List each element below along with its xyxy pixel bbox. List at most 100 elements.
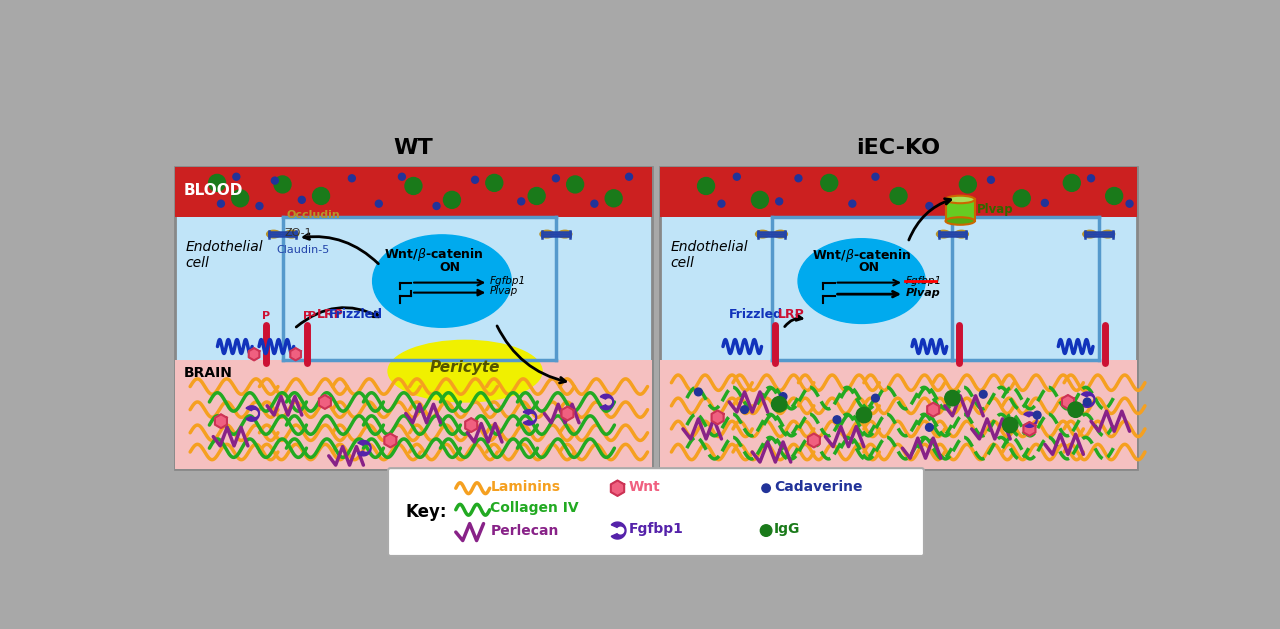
Text: Wnt: Wnt (628, 480, 660, 494)
Ellipse shape (872, 173, 879, 180)
Ellipse shape (372, 235, 511, 327)
Text: Plvap: Plvap (490, 286, 518, 296)
Ellipse shape (755, 230, 769, 238)
Text: Fgfbp1: Fgfbp1 (905, 276, 942, 286)
Ellipse shape (443, 191, 461, 208)
Ellipse shape (1106, 187, 1123, 204)
FancyBboxPatch shape (388, 468, 924, 556)
Polygon shape (1024, 412, 1037, 427)
Polygon shape (246, 406, 260, 421)
Ellipse shape (567, 176, 584, 193)
Ellipse shape (760, 525, 772, 537)
Ellipse shape (605, 190, 622, 207)
Text: ON: ON (439, 260, 460, 274)
Ellipse shape (209, 174, 225, 191)
Ellipse shape (404, 177, 422, 194)
Ellipse shape (1002, 418, 1018, 433)
Bar (175, 167, 652, 469)
Ellipse shape (979, 391, 987, 398)
Text: LRP: LRP (778, 308, 804, 321)
Ellipse shape (232, 190, 248, 207)
Bar (660, 167, 1137, 217)
Ellipse shape (1088, 175, 1094, 182)
Ellipse shape (540, 230, 554, 238)
Ellipse shape (820, 174, 837, 191)
Ellipse shape (591, 200, 598, 207)
Bar (175, 167, 652, 217)
Text: Endothelial
cell: Endothelial cell (671, 240, 749, 270)
Text: Frizzled: Frizzled (730, 308, 783, 321)
Ellipse shape (1033, 411, 1041, 419)
Ellipse shape (1083, 230, 1097, 238)
Ellipse shape (849, 200, 856, 207)
Ellipse shape (626, 173, 632, 180)
Text: Frizzled: Frizzled (329, 308, 383, 321)
Bar (946, 199, 975, 221)
Ellipse shape (733, 173, 740, 180)
Polygon shape (357, 440, 371, 456)
Ellipse shape (388, 340, 541, 402)
Text: Laminins: Laminins (490, 480, 561, 494)
Ellipse shape (945, 391, 960, 406)
Ellipse shape (955, 230, 969, 238)
Ellipse shape (518, 198, 525, 205)
Ellipse shape (529, 187, 545, 204)
Ellipse shape (233, 173, 239, 180)
Ellipse shape (266, 230, 280, 238)
Ellipse shape (1083, 398, 1091, 406)
Text: Occludin: Occludin (287, 210, 340, 220)
Polygon shape (562, 406, 573, 420)
Ellipse shape (776, 198, 782, 205)
Text: iEC-KO: iEC-KO (856, 138, 941, 158)
Ellipse shape (741, 406, 749, 413)
Polygon shape (712, 411, 723, 425)
Bar (660, 167, 1137, 469)
Text: Wnt/$\beta$-catenin: Wnt/$\beta$-catenin (384, 245, 484, 263)
Ellipse shape (271, 177, 278, 184)
Ellipse shape (1126, 200, 1133, 207)
Text: P: P (307, 311, 316, 321)
Ellipse shape (1042, 199, 1048, 206)
Ellipse shape (772, 396, 787, 412)
Ellipse shape (925, 423, 933, 431)
Ellipse shape (795, 175, 801, 182)
Polygon shape (291, 348, 301, 360)
Ellipse shape (486, 174, 503, 191)
Ellipse shape (856, 408, 872, 423)
Ellipse shape (218, 200, 224, 207)
Text: BLOOD: BLOOD (184, 182, 243, 198)
Ellipse shape (298, 196, 305, 203)
Text: ZO-1: ZO-1 (284, 228, 312, 238)
Polygon shape (1082, 392, 1094, 408)
Polygon shape (612, 522, 626, 539)
Text: Claudin-5: Claudin-5 (276, 245, 330, 255)
Polygon shape (600, 394, 613, 409)
Ellipse shape (284, 230, 298, 238)
Ellipse shape (375, 200, 383, 207)
Ellipse shape (471, 176, 479, 183)
Text: Key:: Key: (406, 503, 447, 521)
Ellipse shape (937, 230, 950, 238)
Ellipse shape (312, 187, 329, 204)
Ellipse shape (698, 177, 714, 194)
Polygon shape (215, 415, 227, 428)
Text: Fgfbp1: Fgfbp1 (490, 276, 526, 286)
Ellipse shape (1068, 402, 1083, 418)
Ellipse shape (987, 176, 995, 183)
Text: IgG: IgG (774, 522, 800, 536)
Ellipse shape (398, 173, 406, 180)
Polygon shape (465, 418, 477, 432)
Ellipse shape (762, 484, 771, 493)
Polygon shape (248, 348, 260, 360)
Text: Collagen IV: Collagen IV (490, 501, 579, 515)
Ellipse shape (274, 176, 291, 193)
Text: Wnt/$\beta$-catenin: Wnt/$\beta$-catenin (812, 247, 911, 264)
Polygon shape (611, 481, 625, 496)
Text: Endothelial
cell: Endothelial cell (186, 240, 264, 270)
Ellipse shape (348, 175, 356, 182)
Text: P: P (303, 311, 311, 321)
Ellipse shape (433, 203, 440, 209)
Ellipse shape (1064, 174, 1080, 191)
Bar (660, 360, 1137, 469)
Bar (175, 360, 652, 469)
